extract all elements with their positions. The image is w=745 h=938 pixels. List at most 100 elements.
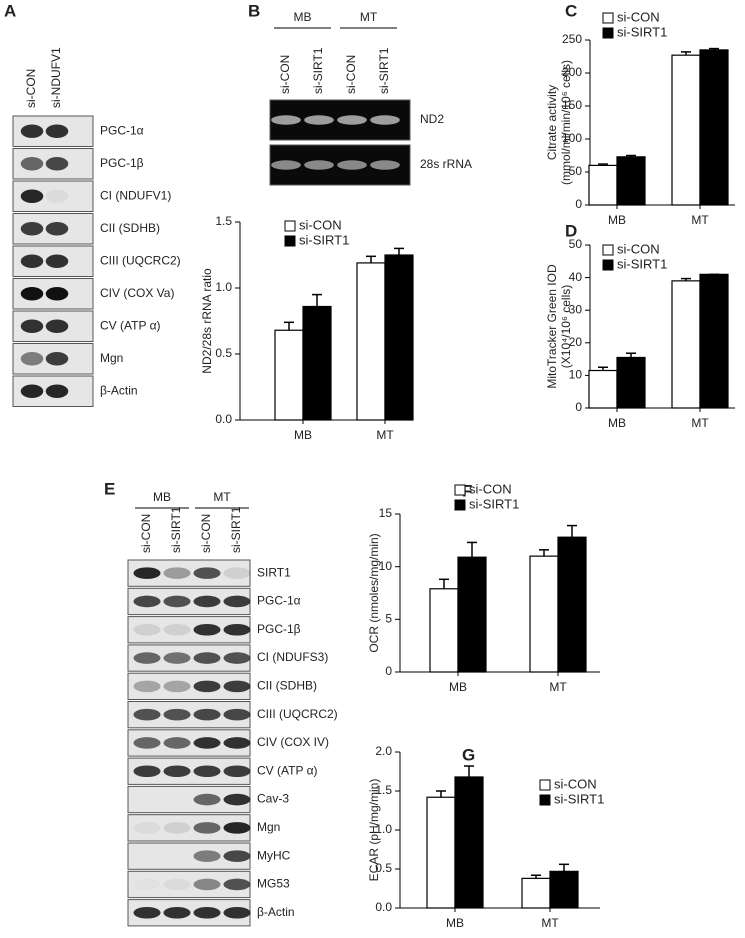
- band: [223, 850, 251, 862]
- band: [193, 567, 221, 579]
- band: [163, 595, 191, 608]
- legend-label: si-SIRT1: [299, 232, 349, 247]
- band: [133, 567, 161, 579]
- bar: [426, 796, 456, 909]
- y-tick-label: 1.0: [375, 822, 392, 836]
- lane-label: si-CON: [139, 514, 153, 553]
- band: [133, 906, 161, 919]
- band: [133, 737, 161, 749]
- y-tick-label: 15: [379, 506, 393, 520]
- band: [223, 708, 251, 721]
- panel-letter: D: [565, 221, 577, 240]
- bar: [521, 877, 551, 909]
- bar: [699, 49, 729, 206]
- lane-label: si-SIRT1: [311, 47, 325, 94]
- y-tick-label: 10: [569, 368, 583, 382]
- band-label: MyHC: [257, 848, 291, 862]
- band: [163, 822, 191, 834]
- y-axis-label: MitoTracker Green IOD: [545, 264, 559, 389]
- band: [133, 623, 161, 636]
- band-label: CII (SDHB): [257, 679, 317, 693]
- band: [223, 623, 251, 636]
- panel-letter: E: [104, 479, 115, 498]
- band: [20, 254, 44, 268]
- x-tick-label: MB: [608, 213, 626, 227]
- bar: [616, 356, 646, 409]
- band-label: CIV (COX Va): [100, 286, 174, 300]
- band: [45, 319, 69, 333]
- band-label: MG53: [257, 877, 290, 891]
- y-tick-label: 1.0: [215, 280, 232, 294]
- y-tick-label: 200: [562, 65, 582, 79]
- band: [20, 352, 44, 366]
- y-tick-label: 30: [569, 302, 583, 316]
- band: [304, 115, 334, 125]
- x-tick-label: MB: [449, 680, 467, 694]
- band: [20, 319, 44, 333]
- legend-swatch: [454, 484, 466, 496]
- band: [163, 737, 191, 749]
- band: [193, 737, 221, 749]
- y-axis-label: ECAR (pH/mg/min): [367, 779, 381, 882]
- band: [271, 115, 301, 125]
- lane-label: si-CON: [344, 55, 358, 94]
- band: [20, 287, 44, 301]
- legend-swatch: [602, 12, 614, 24]
- panel-letter: B: [248, 1, 260, 20]
- band: [45, 124, 69, 138]
- legend-swatch: [602, 259, 614, 271]
- y-tick-label: 20: [569, 335, 583, 349]
- band: [271, 160, 301, 170]
- band: [223, 765, 251, 778]
- band-label: CI (NDUFS3): [257, 650, 328, 664]
- band-label: Cav-3: [257, 792, 289, 806]
- band: [193, 793, 221, 806]
- legend-swatch: [284, 235, 296, 247]
- y-tick-label: 0: [575, 197, 582, 211]
- band: [163, 652, 191, 664]
- band: [133, 765, 161, 778]
- y-axis-label: (mmol/ml/min/10⁶ cells): [559, 60, 573, 185]
- band: [223, 906, 251, 919]
- band: [370, 160, 400, 170]
- band: [193, 765, 221, 778]
- band-label: β-Actin: [257, 905, 295, 919]
- band: [223, 793, 251, 806]
- y-axis-label: (X10⁴/10⁶ cells): [559, 285, 573, 368]
- x-tick-label: MT: [541, 916, 559, 930]
- y-axis-label: Citrate activity: [545, 85, 559, 160]
- band: [45, 189, 69, 203]
- band: [223, 680, 251, 693]
- y-tick-label: 0.0: [375, 900, 392, 914]
- y-tick-label: 250: [562, 32, 582, 46]
- band: [163, 906, 191, 919]
- bar: [699, 273, 729, 409]
- panel-letter: A: [4, 1, 16, 20]
- band: [223, 737, 251, 749]
- lane-label: si-SIRT1: [229, 506, 243, 553]
- group-label: MT: [360, 10, 378, 24]
- x-tick-label: MT: [376, 428, 394, 442]
- legend-swatch: [602, 244, 614, 256]
- bar: [302, 305, 332, 421]
- y-tick-label: 150: [562, 98, 582, 112]
- band: [20, 157, 44, 171]
- legend-swatch: [284, 220, 296, 232]
- bar: [549, 870, 579, 909]
- band: [193, 850, 221, 862]
- band: [20, 222, 44, 236]
- bar: [457, 556, 487, 673]
- y-axis-label: ND2/28s rRNA ratio: [200, 268, 214, 374]
- legend-label: si-SIRT1: [617, 24, 667, 39]
- band: [193, 708, 221, 721]
- group-label: MB: [153, 490, 171, 504]
- y-tick-label: 0.5: [215, 346, 232, 360]
- band: [193, 680, 221, 693]
- y-tick-label: 50: [569, 237, 583, 251]
- x-tick-label: MT: [549, 680, 567, 694]
- legend-label: si-CON: [617, 9, 660, 24]
- band-label: CI (NDUFV1): [100, 188, 171, 202]
- legend-label: si-CON: [554, 776, 597, 791]
- band-label: SIRT1: [257, 565, 291, 579]
- y-tick-label: 2.0: [375, 744, 392, 758]
